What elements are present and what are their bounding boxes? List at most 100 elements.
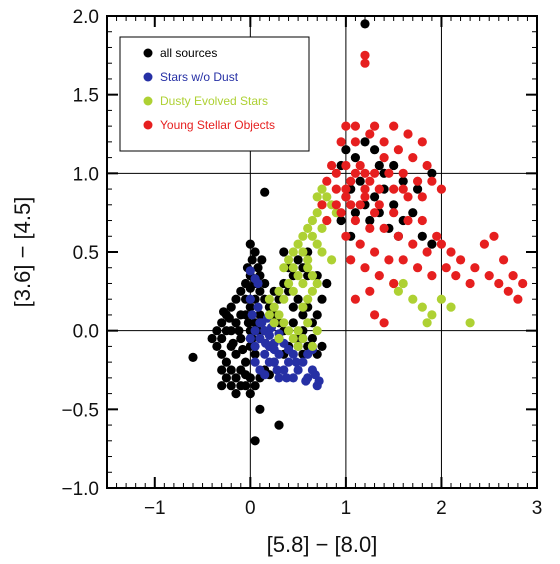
data-point: [408, 239, 418, 249]
data-point: [360, 137, 370, 147]
data-point: [298, 231, 308, 241]
data-point: [314, 376, 324, 386]
y-tick-label: 1.0: [73, 164, 99, 185]
y-tick-label: 2.0: [73, 7, 99, 28]
data-point: [379, 137, 389, 147]
data-point: [427, 239, 437, 249]
data-point: [360, 50, 370, 60]
data-point: [398, 255, 408, 265]
data-point: [264, 330, 274, 340]
data-point: [393, 145, 403, 155]
series-2: [264, 184, 475, 351]
data-point: [274, 373, 284, 383]
data-point: [427, 271, 437, 281]
data-point: [247, 310, 257, 320]
data-point: [293, 365, 303, 375]
data-point: [293, 271, 303, 281]
data-point: [370, 145, 380, 155]
data-point: [370, 192, 380, 202]
data-point: [317, 184, 327, 194]
data-point: [217, 365, 227, 375]
data-point: [379, 153, 389, 163]
data-point: [231, 389, 241, 399]
data-point: [274, 420, 284, 430]
legend-label: Dusty Evolved Stars: [160, 94, 268, 108]
data-point: [279, 247, 289, 257]
data-point: [370, 247, 380, 257]
data-point: [370, 208, 380, 218]
data-point: [212, 341, 222, 351]
data-point: [456, 255, 466, 265]
y-tick-labels: −1.0 −0.5 0.0 0.5 1.0 1.5 2.0: [61, 7, 99, 500]
data-point: [360, 184, 370, 194]
data-point: [341, 145, 351, 155]
data-point: [298, 278, 308, 289]
data-point: [317, 247, 327, 257]
data-point: [350, 168, 360, 178]
data-point: [231, 373, 241, 383]
data-point: [341, 160, 351, 171]
data-point: [255, 286, 265, 296]
data-point: [303, 223, 313, 233]
data-point: [317, 200, 327, 210]
data-point: [374, 160, 384, 171]
data-point: [253, 302, 263, 312]
data-point: [250, 381, 260, 391]
data-point: [365, 286, 375, 296]
data-point: [253, 263, 263, 273]
data-point: [217, 333, 227, 344]
x-tick-label: 1: [341, 498, 352, 519]
data-point: [331, 184, 341, 194]
data-point: [398, 168, 408, 178]
data-point: [355, 176, 365, 186]
data-points: [188, 19, 528, 446]
data-point: [221, 357, 231, 367]
data-point: [389, 278, 399, 289]
data-point: [389, 160, 399, 171]
data-point: [374, 200, 384, 210]
data-point: [245, 389, 255, 399]
major-ticks: [107, 15, 538, 489]
y-axis-title: [3.6] − [4.5]: [10, 197, 35, 308]
x-tick-labels: −1 0 1 2 3: [144, 498, 542, 519]
data-point: [365, 176, 375, 186]
data-point: [288, 286, 298, 296]
data-point: [293, 326, 303, 336]
data-point: [417, 302, 427, 312]
data-point: [346, 200, 356, 210]
data-point: [427, 310, 437, 320]
data-point: [282, 373, 292, 383]
data-point: [272, 365, 282, 375]
data-point: [341, 121, 351, 131]
data-point: [261, 338, 271, 348]
data-point: [346, 255, 356, 265]
data-point: [331, 168, 341, 178]
data-point: [422, 318, 432, 328]
data-point: [317, 223, 327, 233]
data-point: [436, 294, 446, 304]
data-point: [264, 294, 274, 304]
data-point: [253, 278, 263, 289]
data-point: [298, 302, 308, 312]
data-point: [228, 338, 238, 348]
data-point: [479, 239, 489, 249]
data-point: [374, 271, 384, 281]
data-point: [360, 19, 370, 29]
data-point: [288, 263, 298, 273]
data-point: [370, 168, 380, 178]
data-point: [331, 200, 341, 210]
data-point: [226, 326, 236, 336]
y-tick-label: 1.5: [73, 86, 99, 107]
data-point: [284, 357, 294, 367]
data-point: [317, 341, 327, 351]
data-point: [298, 247, 308, 257]
legend-marker: [143, 48, 153, 58]
data-point: [360, 192, 370, 202]
data-point: [408, 208, 418, 218]
series-1: [245, 266, 324, 391]
data-point: [291, 357, 301, 367]
data-point: [360, 263, 370, 273]
data-point: [298, 310, 308, 320]
data-point: [274, 310, 284, 320]
data-point: [245, 266, 255, 276]
